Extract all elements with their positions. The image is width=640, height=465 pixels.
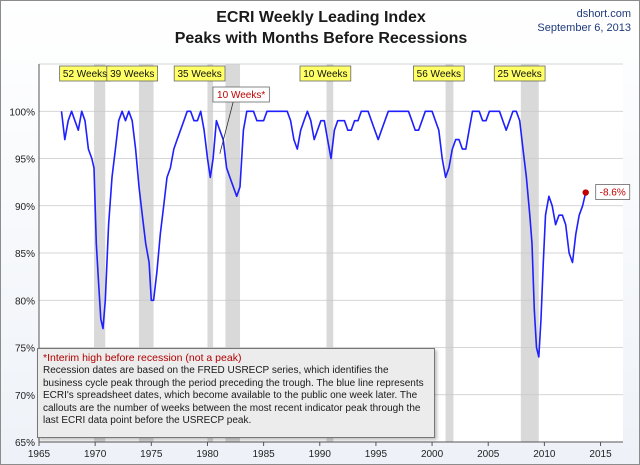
callout-box xyxy=(212,86,270,103)
y-tick-label: 80% xyxy=(15,296,35,307)
x-tick-label: 2000 xyxy=(421,449,444,460)
x-tick-label: 1970 xyxy=(84,449,107,460)
note-box: *Interim high before recession (not a pe… xyxy=(37,348,435,438)
callout-box xyxy=(493,65,546,82)
callout-label: 10 Weeks xyxy=(303,69,347,80)
x-tick-label: 1975 xyxy=(140,449,163,460)
end-label-box xyxy=(595,184,631,200)
x-tick-label: 2005 xyxy=(477,449,500,460)
callout-label: 39 Weeks xyxy=(110,69,154,80)
callout-label: 35 Weeks xyxy=(177,69,221,80)
callout-box xyxy=(106,65,159,82)
callout-box xyxy=(299,65,352,82)
y-tick-label: 75% xyxy=(15,344,35,355)
source-label: dshort.com xyxy=(576,8,631,20)
y-tick-label: 100% xyxy=(9,107,35,118)
callout-label: 52 Weeks xyxy=(63,69,107,80)
note-body: Recession dates are based on the FRED US… xyxy=(43,365,424,427)
chart-subtitle: Peaks with Months Before Recessions xyxy=(174,30,468,47)
note-headline: *Interim high before recession (not a pe… xyxy=(43,352,242,364)
end-point-marker xyxy=(582,189,589,196)
callout-label: 25 Weeks xyxy=(498,69,542,80)
x-tick-label: 1985 xyxy=(252,449,275,460)
y-tick-label: 70% xyxy=(15,391,35,402)
chart-title: ECRI Weekly Leading Index xyxy=(216,9,426,26)
y-tick-label: 95% xyxy=(15,155,35,166)
callout-box xyxy=(173,65,226,82)
x-tick-label: 2015 xyxy=(589,449,612,460)
x-tick-label: 1995 xyxy=(365,449,388,460)
y-tick-label: 90% xyxy=(15,202,35,213)
x-tick-label: 1980 xyxy=(196,449,219,460)
date-label: September 6, 2013 xyxy=(537,22,631,34)
y-tick-label: 85% xyxy=(15,249,35,260)
series-line xyxy=(60,110,587,358)
y-tick-label: 65% xyxy=(15,438,35,449)
x-tick-label: 2010 xyxy=(533,449,556,460)
x-tick-label: 1965 xyxy=(28,449,51,460)
callout-leader xyxy=(219,101,234,154)
callout-box xyxy=(413,65,465,82)
end-label: -8.6% xyxy=(600,188,626,199)
callout-label: 10 Weeks* xyxy=(217,90,265,101)
x-tick-label: 1990 xyxy=(309,449,332,460)
callout-label: 56 Weeks xyxy=(417,69,461,80)
